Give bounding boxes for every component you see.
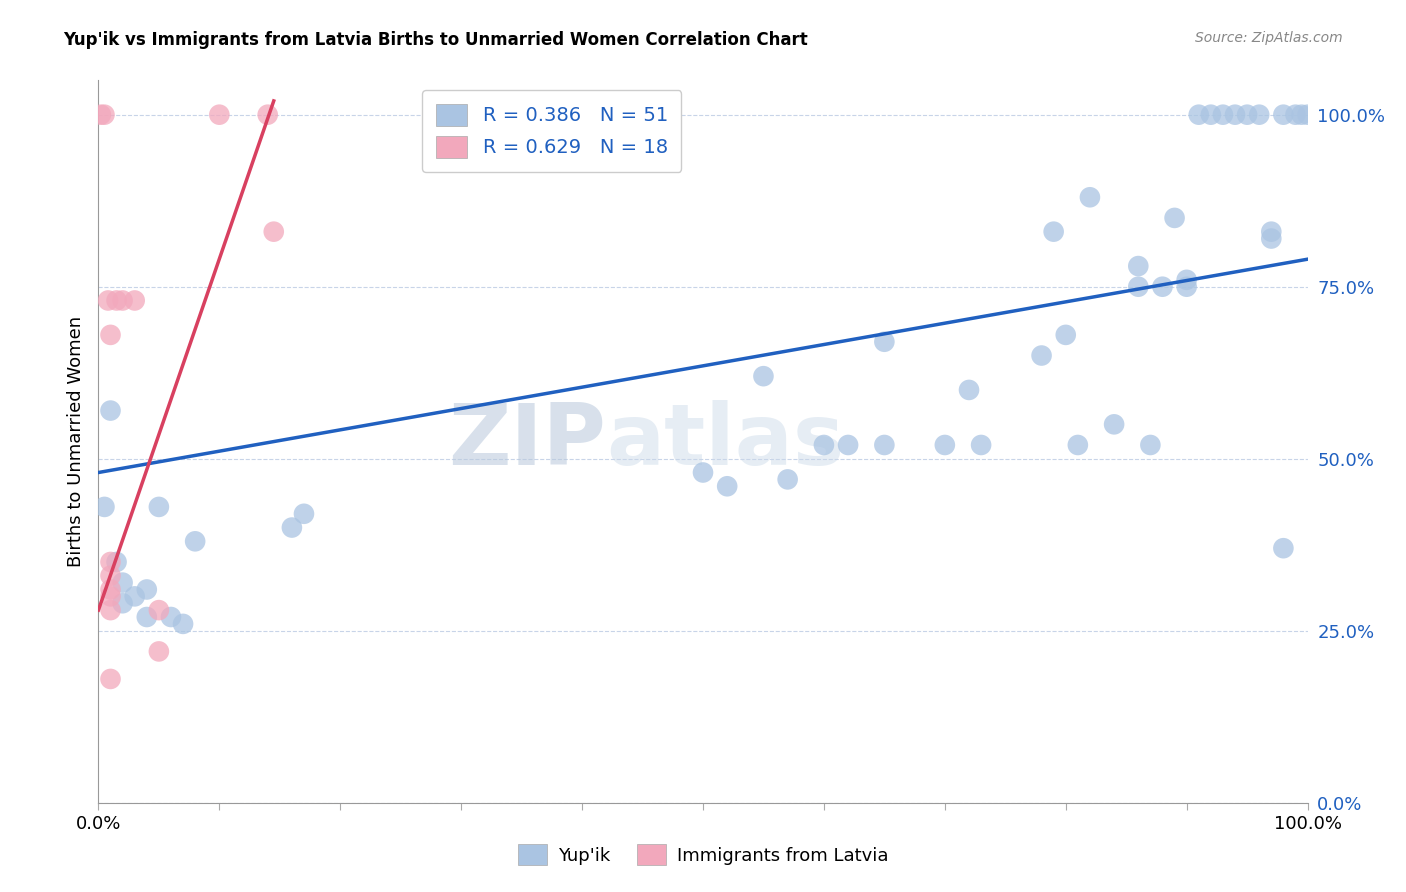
Point: [1152, 279, 1174, 293]
Point: [111, 293, 134, 308]
Point: [1163, 211, 1185, 225]
Point: [100, 327, 122, 342]
Text: atlas: atlas: [606, 400, 845, 483]
Point: [172, 616, 194, 631]
Point: [124, 590, 146, 604]
Point: [692, 466, 714, 480]
Point: [752, 369, 775, 384]
Point: [957, 383, 980, 397]
Point: [1139, 438, 1161, 452]
Point: [1199, 108, 1222, 122]
Point: [263, 225, 285, 239]
Point: [93, 500, 115, 514]
Text: ZIP: ZIP: [449, 400, 606, 483]
Point: [100, 568, 122, 582]
Point: [97, 293, 120, 308]
Point: [1102, 417, 1125, 432]
Point: [105, 555, 128, 569]
Point: [1272, 108, 1295, 122]
Point: [1175, 273, 1198, 287]
Point: [148, 500, 170, 514]
Point: [776, 472, 799, 486]
Point: [1067, 438, 1090, 452]
Point: [1249, 108, 1271, 122]
Point: [1272, 541, 1295, 556]
Point: [100, 590, 122, 604]
Point: [1078, 190, 1101, 204]
Point: [281, 520, 304, 534]
Point: [292, 507, 315, 521]
Point: [1291, 108, 1313, 122]
Point: [208, 108, 231, 122]
Point: [111, 596, 134, 610]
Point: [1236, 108, 1258, 122]
Point: [1042, 225, 1064, 239]
Point: [1128, 259, 1150, 273]
Point: [124, 293, 146, 308]
Point: [716, 479, 738, 493]
Point: [1175, 279, 1198, 293]
Point: [1128, 279, 1150, 293]
Point: [934, 438, 956, 452]
Point: [873, 438, 896, 452]
Point: [93, 108, 115, 122]
Point: [1223, 108, 1246, 122]
Point: [256, 108, 278, 122]
Point: [148, 644, 170, 658]
Point: [90, 108, 112, 122]
Point: [1260, 231, 1282, 245]
Y-axis label: Births to Unmarried Women: Births to Unmarried Women: [66, 316, 84, 567]
Point: [135, 610, 157, 624]
Point: [100, 672, 122, 686]
Point: [100, 582, 122, 597]
Point: [100, 603, 122, 617]
Point: [873, 334, 896, 349]
Text: Source: ZipAtlas.com: Source: ZipAtlas.com: [1195, 31, 1343, 45]
Text: Yup'ik vs Immigrants from Latvia Births to Unmarried Women Correlation Chart: Yup'ik vs Immigrants from Latvia Births …: [63, 31, 808, 49]
Point: [100, 555, 122, 569]
Point: [1260, 225, 1282, 239]
Point: [1212, 108, 1234, 122]
Point: [100, 403, 122, 417]
Legend: Yup'ik, Immigrants from Latvia: Yup'ik, Immigrants from Latvia: [509, 835, 897, 874]
Point: [837, 438, 859, 452]
Point: [1188, 108, 1211, 122]
Point: [970, 438, 993, 452]
Point: [1284, 108, 1306, 122]
Point: [105, 293, 128, 308]
Point: [1031, 349, 1053, 363]
Point: [148, 603, 170, 617]
Point: [184, 534, 207, 549]
Point: [1054, 327, 1077, 342]
Point: [135, 582, 157, 597]
Point: [813, 438, 835, 452]
Point: [160, 610, 183, 624]
Point: [1296, 108, 1319, 122]
Legend: R = 0.386   N = 51, R = 0.629   N = 18: R = 0.386 N = 51, R = 0.629 N = 18: [422, 90, 682, 172]
Point: [111, 575, 134, 590]
